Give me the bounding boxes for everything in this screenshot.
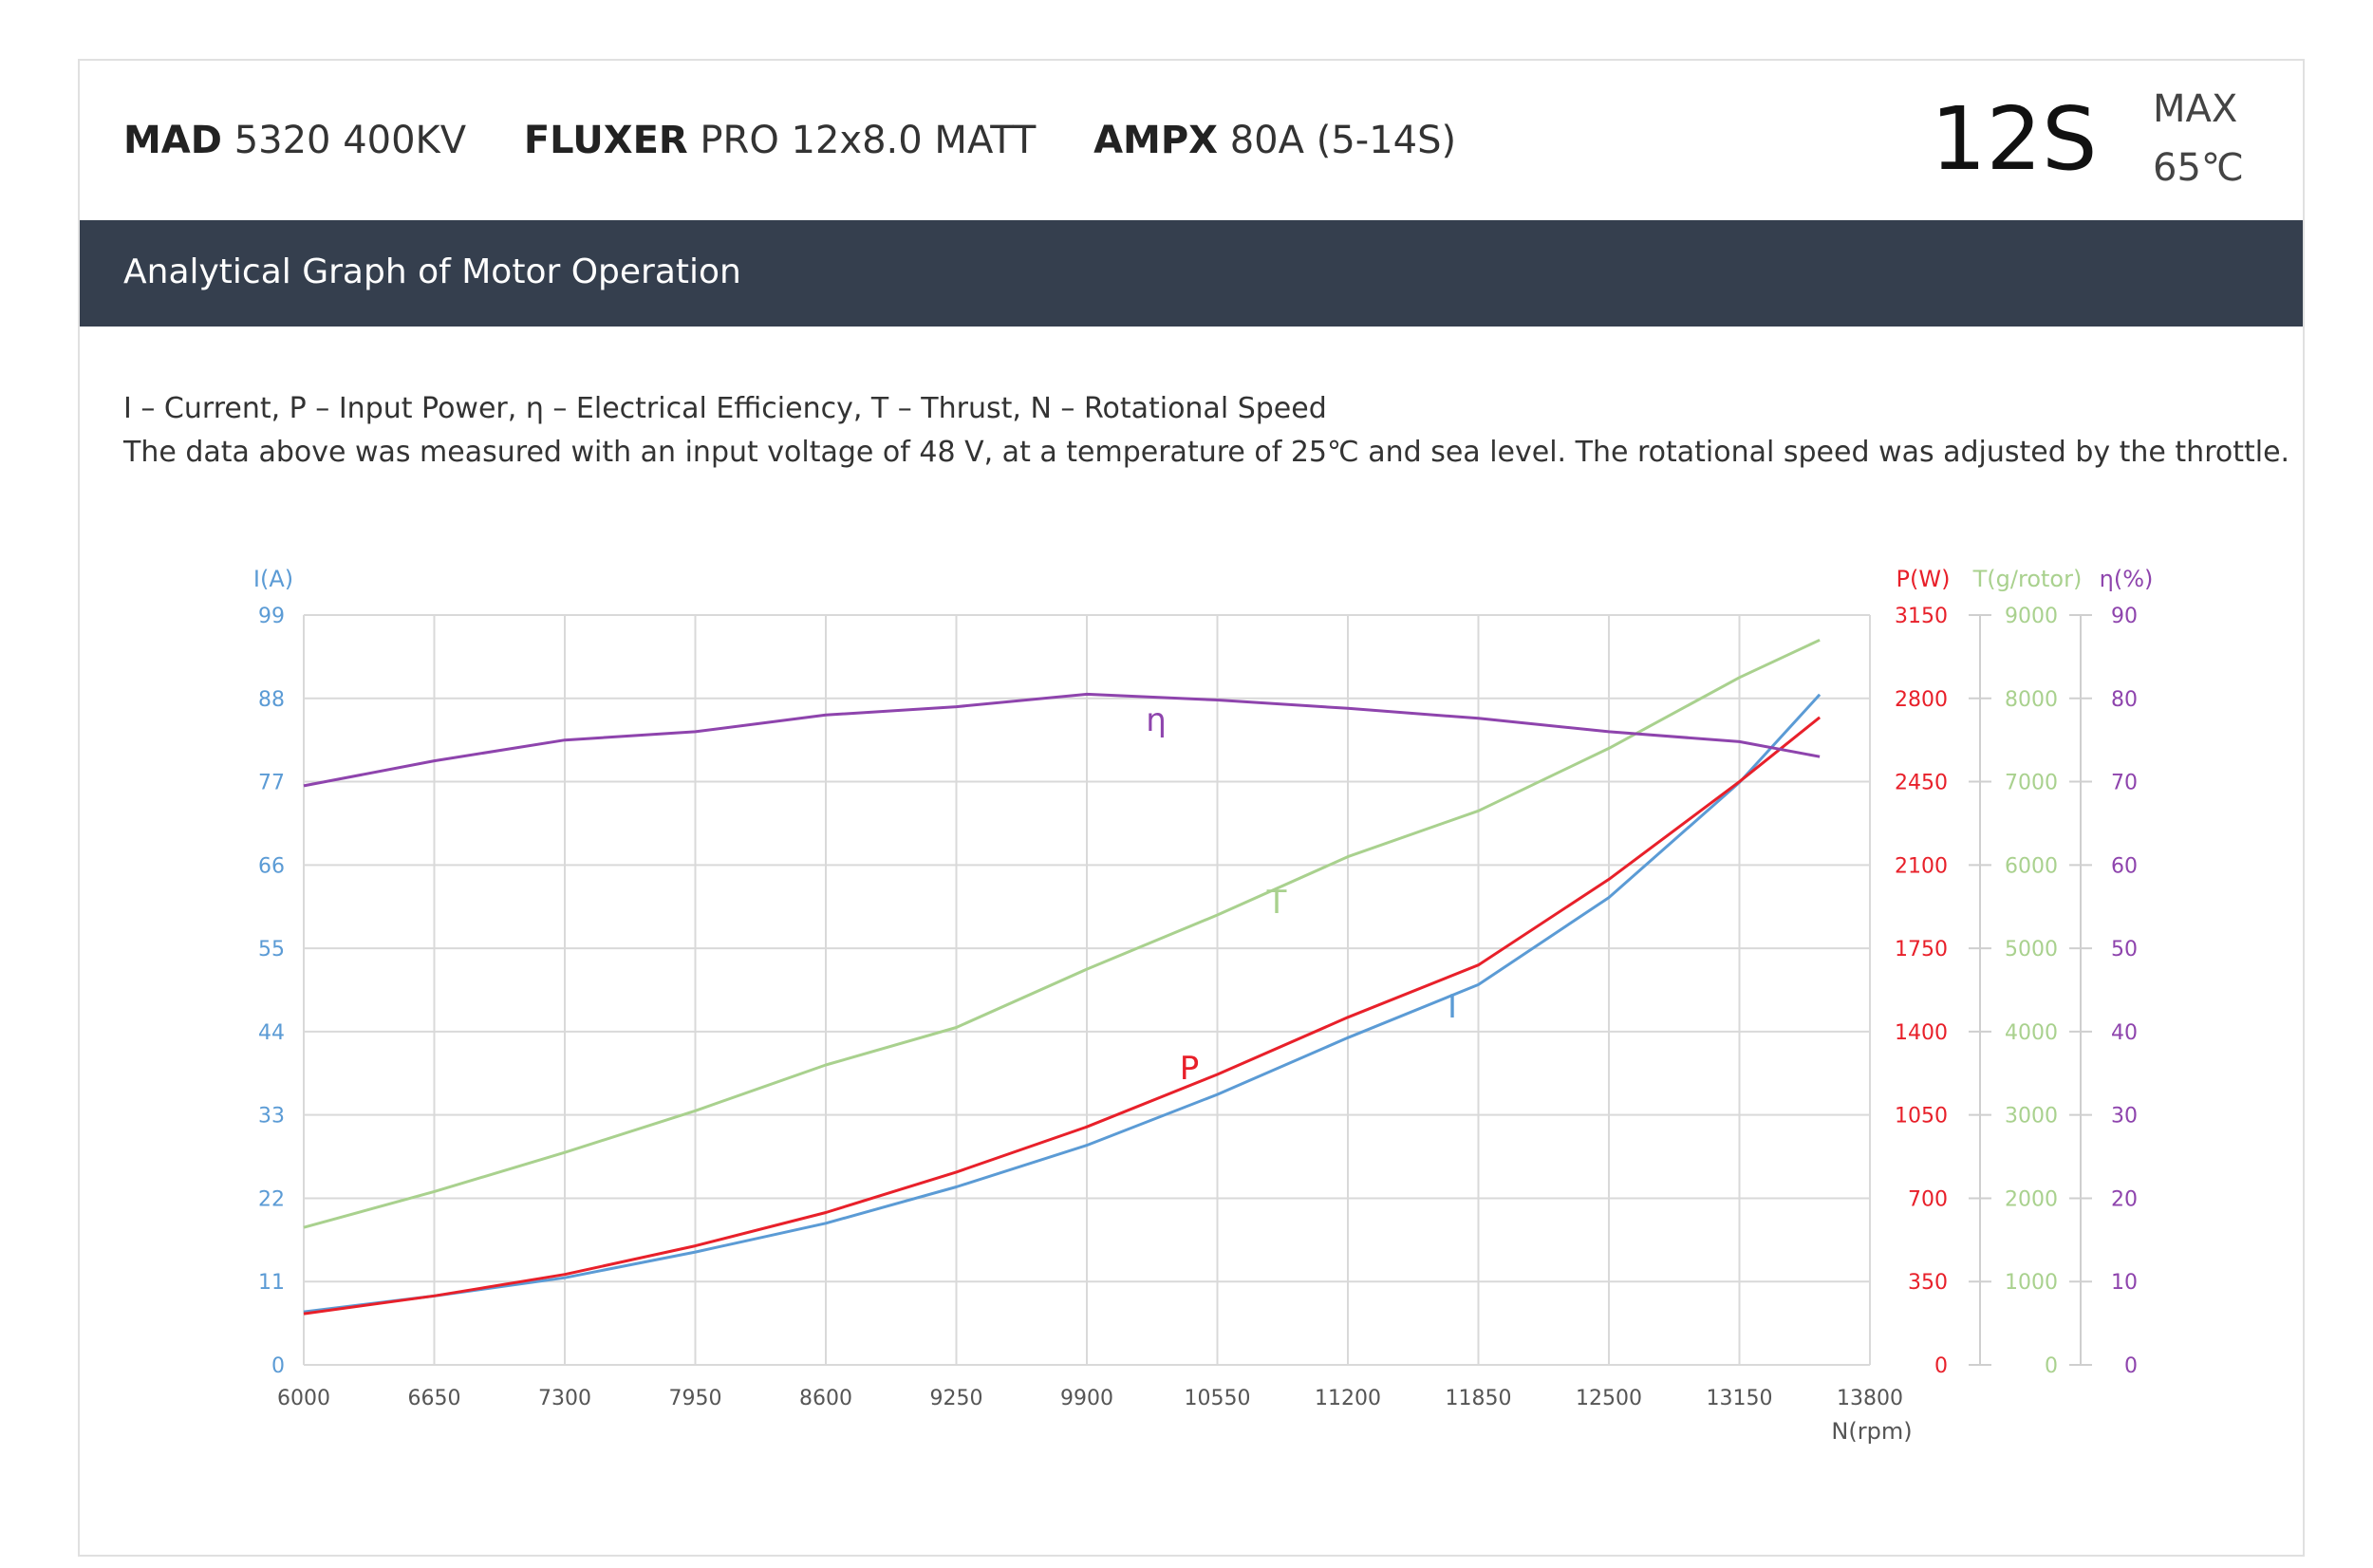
efficiency-tick-label: 60 bbox=[2111, 854, 2138, 878]
chart-notes: I – Current, P – Input Power, η – Electr… bbox=[123, 387, 2289, 475]
legend-note: I – Current, P – Input Power, η – Electr… bbox=[123, 392, 1327, 425]
thrust-tick-label: 9000 bbox=[2005, 605, 2058, 628]
current-tick-label: 77 bbox=[258, 772, 285, 795]
series-line-thrust bbox=[303, 638, 1821, 1229]
thrust-tick-label: 0 bbox=[2045, 1354, 2058, 1378]
product-esc: AMPX 80A (5-14S) bbox=[1093, 114, 1456, 167]
esc-brand: AMPX bbox=[1093, 119, 1219, 162]
thrust-tick-label: 8000 bbox=[2005, 688, 2058, 712]
x-tick-label: 6000 bbox=[277, 1387, 330, 1410]
thrust-tick-label: 7000 bbox=[2005, 772, 2058, 795]
conditions-note: The data above was measured with an inpu… bbox=[123, 436, 2290, 469]
section-banner: Analytical Graph of Motor Operation bbox=[80, 220, 2303, 327]
current-axis-label: I(A) bbox=[253, 566, 293, 592]
power-tick-label: 0 bbox=[1934, 1354, 1948, 1378]
power-tick-label: 350 bbox=[1908, 1271, 1948, 1295]
efficiency-tick-label: 90 bbox=[2111, 605, 2138, 628]
card: MAD 5320 400KV FLUXER PRO 12x8.0 MATT AM… bbox=[78, 59, 2305, 1557]
power-tick-label: 3150 bbox=[1895, 605, 1948, 628]
x-tick-label: 7950 bbox=[669, 1387, 722, 1410]
thrust-tick-label: 5000 bbox=[2005, 938, 2058, 961]
cell-count: 12S bbox=[1931, 88, 2098, 190]
power-tick-label: 1750 bbox=[1895, 938, 1948, 961]
thrust-tick-label: 1000 bbox=[2005, 1271, 2058, 1295]
max-temperature: MAX 65℃ bbox=[2153, 80, 2244, 197]
series-label-thrust: T bbox=[1266, 884, 1287, 922]
x-tick-label: 8600 bbox=[799, 1387, 852, 1410]
efficiency-tick-label: 70 bbox=[2111, 772, 2138, 795]
series-label-current: I bbox=[1448, 988, 1457, 1026]
header: MAD 5320 400KV FLUXER PRO 12x8.0 MATT AM… bbox=[80, 61, 2303, 220]
power-tick-label: 700 bbox=[1908, 1187, 1948, 1211]
efficiency-tick-label: 50 bbox=[2111, 938, 2138, 961]
current-tick-label: 55 bbox=[258, 938, 285, 961]
current-tick-label: 44 bbox=[258, 1021, 285, 1045]
efficiency-tick-label: 80 bbox=[2111, 688, 2138, 712]
propeller-model: PRO 12x8.0 MATT bbox=[700, 119, 1037, 162]
current-tick-label: 33 bbox=[258, 1105, 285, 1129]
power-tick-label: 1400 bbox=[1895, 1021, 1948, 1045]
motor-brand: MAD bbox=[123, 119, 222, 162]
current-tick-label: 11 bbox=[258, 1271, 285, 1295]
series-label-power: P bbox=[1180, 1050, 1200, 1088]
x-tick-label: 7300 bbox=[538, 1387, 591, 1410]
efficiency-axis-label: η(%) bbox=[2100, 566, 2154, 592]
x-tick-label: 11850 bbox=[1446, 1387, 1512, 1410]
x-tick-label: 13150 bbox=[1707, 1387, 1773, 1410]
x-tick-label: 9250 bbox=[930, 1387, 983, 1410]
x-tick-label: 6650 bbox=[408, 1387, 461, 1410]
x-tick-label: 9900 bbox=[1060, 1387, 1113, 1410]
thrust-tick-label: 3000 bbox=[2005, 1105, 2058, 1129]
product-motor: MAD 5320 400KV bbox=[123, 114, 466, 167]
current-tick-label: 22 bbox=[258, 1187, 285, 1211]
efficiency-tick-label: 40 bbox=[2111, 1021, 2138, 1045]
series-line-power bbox=[303, 716, 1822, 1316]
section-title: Analytical Graph of Motor Operation bbox=[123, 252, 741, 291]
thrust-tick-label: 2000 bbox=[2005, 1187, 2058, 1211]
max-label: MAX bbox=[2153, 87, 2238, 131]
propeller-brand: FLUXER bbox=[523, 119, 688, 162]
series-line-efficiency bbox=[303, 692, 1821, 788]
x-tick-label: 13800 bbox=[1837, 1387, 1903, 1410]
power-tick-label: 2450 bbox=[1895, 772, 1948, 795]
efficiency-tick-label: 30 bbox=[2111, 1105, 2138, 1129]
x-tick-label: 11200 bbox=[1315, 1387, 1381, 1410]
current-tick-label: 0 bbox=[271, 1354, 285, 1378]
esc-model: 80A (5-14S) bbox=[1229, 119, 1457, 162]
x-tick-label: 10550 bbox=[1185, 1387, 1251, 1410]
current-tick-label: 66 bbox=[258, 854, 285, 878]
current-tick-label: 99 bbox=[258, 605, 285, 628]
power-tick-label: 2100 bbox=[1895, 854, 1948, 878]
product-line: MAD 5320 400KV FLUXER PRO 12x8.0 MATT AM… bbox=[123, 114, 1502, 167]
x-axis-label: N(rpm) bbox=[1831, 1418, 1912, 1445]
power-axis-label: P(W) bbox=[1897, 566, 1951, 592]
max-temp-value: 65℃ bbox=[2153, 146, 2244, 190]
current-tick-label: 88 bbox=[258, 688, 285, 712]
x-tick-label: 12500 bbox=[1576, 1387, 1642, 1410]
product-propeller: FLUXER PRO 12x8.0 MATT bbox=[524, 114, 1037, 167]
series-label-efficiency: η bbox=[1146, 701, 1167, 739]
thrust-tick-label: 6000 bbox=[2005, 854, 2058, 878]
power-tick-label: 2800 bbox=[1895, 688, 1948, 712]
thrust-axis-label: T(g/rotor) bbox=[1972, 566, 2083, 592]
power-tick-label: 1050 bbox=[1895, 1105, 1948, 1129]
efficiency-tick-label: 0 bbox=[2124, 1354, 2138, 1378]
efficiency-tick-label: 10 bbox=[2111, 1271, 2138, 1295]
efficiency-tick-label: 20 bbox=[2111, 1187, 2138, 1211]
thrust-tick-label: 4000 bbox=[2005, 1021, 2058, 1045]
series-line-current bbox=[303, 693, 1822, 1314]
motor-model: 5320 400KV bbox=[234, 119, 467, 162]
